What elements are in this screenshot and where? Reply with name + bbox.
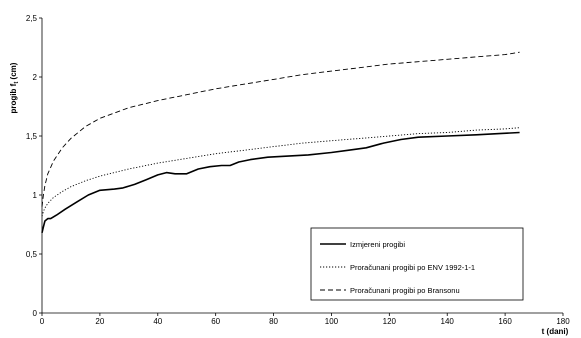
y-tick-label: 2	[33, 73, 38, 82]
x-tick-label: 80	[269, 317, 278, 326]
y-tick-label: 1	[33, 191, 38, 200]
x-tick-label: 140	[441, 317, 455, 326]
y-tick-label: 2,5	[26, 14, 38, 23]
y-tick-label: 1,5	[26, 132, 38, 141]
x-tick-label: 100	[325, 317, 339, 326]
legend-label-3: Proračunani progibi po Bransonu	[350, 286, 460, 295]
axes	[39, 17, 564, 316]
legend-label-1: Izmjereni progibi	[350, 240, 405, 249]
x-tick-label: 40	[153, 317, 162, 326]
tick-labels: 0 20 40 60 80 100 120 140 160 180 0 0,5 1 1,5 2 2,5	[26, 14, 570, 326]
x-tick-label: 180	[556, 317, 570, 326]
x-tick-label: 0	[40, 317, 45, 326]
y-tick-label: 0	[33, 309, 38, 318]
x-tick-label: 120	[383, 317, 397, 326]
x-axis-label: t (dani)	[542, 327, 569, 336]
y-tick-label: 0,5	[26, 250, 38, 259]
legend-label-2: Proračunani progibi po ENV 1992-1-1	[350, 263, 475, 272]
legend: Izmjereni progibi Proračunani progibi po …	[310, 227, 524, 301]
x-tick-label: 160	[498, 317, 512, 326]
x-tick-label: 60	[211, 317, 220, 326]
x-tick-label: 20	[95, 317, 104, 326]
series-line-1	[41, 131, 520, 233]
legend-box	[310, 227, 524, 301]
series-line-3	[41, 51, 520, 207]
series-line-2	[41, 127, 520, 217]
y-axis-label: progib ft (cm)	[9, 62, 20, 113]
series-lines	[41, 51, 520, 233]
